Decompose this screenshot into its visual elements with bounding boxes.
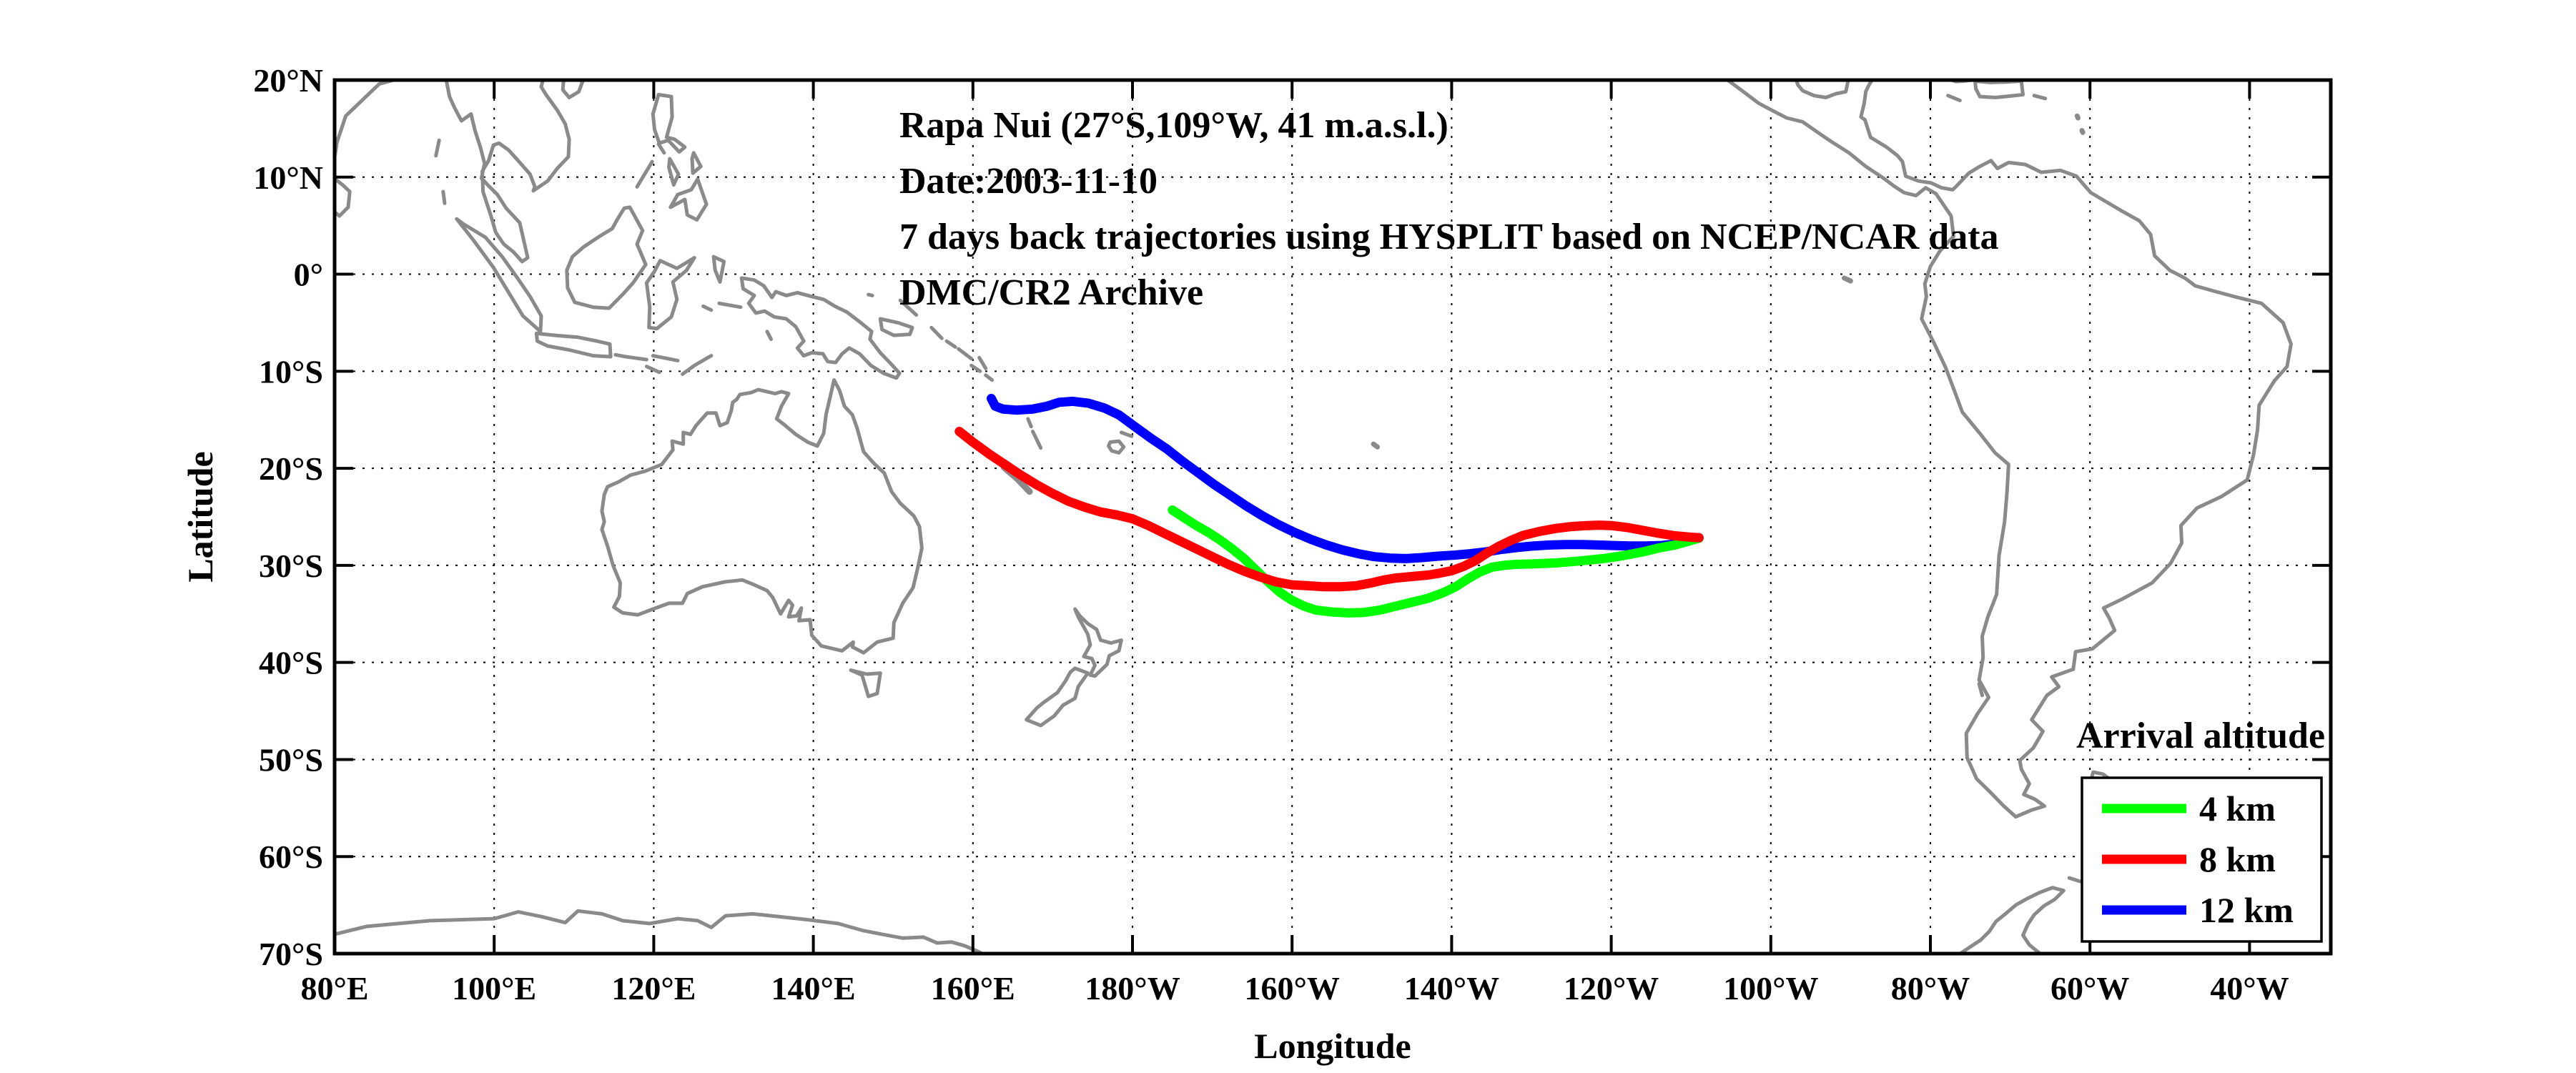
title-line-1: Rapa Nui (27°S,109°W, 41 m.a.s.l.)	[899, 105, 1449, 146]
x-tick-label: 100°W	[1723, 970, 1818, 1007]
coastline-santa-isabel	[957, 347, 974, 361]
x-tick-label: 160°W	[1244, 970, 1339, 1007]
x-tick-label: 140°E	[771, 970, 856, 1007]
coastline-java	[534, 331, 613, 359]
coastline-vanuatu-north	[1026, 417, 1033, 429]
legend: Arrival altitude 4 km 8 km 12 km	[2076, 716, 2325, 943]
y-tick-label: 40°S	[259, 645, 323, 681]
coastline-andaman-1	[434, 138, 441, 158]
y-tick-label: 20°N	[253, 62, 323, 99]
trajectory-4km	[1168, 505, 1704, 618]
y-tick-label: 60°S	[259, 839, 323, 875]
coastline-tasmania	[849, 668, 882, 698]
coastline-sulawesi	[644, 256, 696, 331]
x-tick-label: 120°E	[611, 970, 696, 1007]
coastline-puerto-rico	[2032, 94, 2048, 101]
coastline-guadalcanal	[969, 363, 982, 373]
coastline-sri-lanka	[335, 177, 352, 218]
coastline-malaita	[977, 355, 988, 370]
trajectory-12km	[987, 393, 1704, 563]
coastline-andaman-2	[441, 189, 447, 205]
coastline-bougainville	[929, 325, 944, 340]
trajectory-layer	[954, 393, 1704, 618]
title-line-2: Date:2003-11-10	[899, 161, 1158, 202]
y-tick-label: 30°S	[259, 548, 323, 584]
coastline-galapagos	[1842, 275, 1853, 284]
coastline-borneo	[565, 205, 648, 310]
coastline-choiseul	[944, 339, 957, 349]
coastline-panay-negros	[667, 157, 681, 187]
y-tick-label: 70°S	[259, 936, 323, 972]
x-tick-label: 120°W	[1564, 970, 1659, 1007]
trajectory-8km	[954, 427, 1704, 592]
coastline-americas-coast	[1726, 80, 2293, 819]
x-tick-label: 180°W	[1085, 970, 1180, 1007]
coastline-antarctica-east	[335, 909, 986, 954]
plot-border	[332, 78, 2333, 956]
coastline-aru	[765, 330, 773, 341]
coastline-antarctic-peninsula	[1957, 886, 2066, 954]
coastline-luzon	[651, 92, 687, 154]
coastline-jamaica	[1946, 94, 1962, 102]
coastline-hispaniola	[1973, 80, 2025, 99]
coastline-timor	[681, 354, 714, 376]
coastline-san-cristobal	[984, 373, 995, 382]
x-tick-label: 140°W	[1404, 970, 1499, 1007]
title-line-4: DMC/CR2 Archive	[899, 272, 1203, 313]
legend-title: Arrival altitude	[2076, 716, 2325, 756]
coastline-mindanao	[668, 177, 709, 222]
coastline-flores	[651, 354, 680, 362]
y-tick-label: 0°	[294, 257, 323, 293]
x-tick-label: 80°W	[1891, 970, 1970, 1007]
legend-label-4km: 4 km	[2199, 788, 2276, 829]
x-tick-label: 60°W	[2051, 970, 2129, 1007]
coastline-nz-south-island	[1025, 666, 1090, 728]
coastline-fiji-viti-levu	[1107, 439, 1126, 455]
y-tick-label: 20°S	[259, 450, 323, 487]
y-axis-title: Latitude	[180, 451, 220, 582]
coastline-yucatan-gulf-coast	[1795, 80, 1850, 99]
coastline-buru	[701, 304, 714, 312]
x-axis-title: Longitude	[1254, 1026, 1411, 1066]
x-tick-label: 100°E	[452, 970, 536, 1007]
coastline-se-asia-mainland	[444, 80, 571, 264]
coastline-palawan	[635, 159, 654, 189]
coastline-australia	[600, 378, 924, 655]
x-tick-label: 80°E	[300, 970, 368, 1007]
coastline-fiji-vanua-levu	[1119, 430, 1134, 438]
coastline-bali-lombok	[613, 352, 648, 362]
coastline-chiloe	[1977, 682, 1984, 698]
x-tick-label: 40°W	[2210, 970, 2289, 1007]
coastline-layer	[335, 80, 2293, 954]
coastline-halmahera	[711, 254, 726, 284]
title-block: Rapa Nui (27°S,109°W, 41 m.a.s.l.) Date:…	[899, 105, 1999, 313]
title-line-3: 7 days back trajectories using HYSPLIT b…	[899, 217, 1999, 257]
coastline-new-britain	[878, 317, 914, 337]
coastline-mindoro	[656, 142, 666, 155]
coastline-martinique	[2079, 128, 2086, 135]
coastline-seram	[717, 301, 743, 310]
legend-label-8km: 8 km	[2199, 839, 2276, 879]
tick-label-layer: 80°E 100°E 120°E 140°E 160°E 180°W 160°W 140°W 1…	[253, 62, 2289, 1007]
y-tick-label: 10°N	[253, 159, 323, 196]
coastline-samar	[690, 151, 703, 175]
coastline-guadeloupe	[2074, 113, 2081, 121]
coastline-new-guinea	[739, 276, 902, 380]
y-tick-label: 10°S	[259, 353, 323, 390]
coastline-sumatra	[455, 217, 543, 334]
legend-label-12km: 12 km	[2199, 890, 2294, 930]
coastline-india-east-coast	[335, 80, 396, 157]
coastline-nz-north-island	[1073, 607, 1123, 678]
coastline-sumba	[644, 365, 661, 375]
coastline-vanuatu-south	[1031, 430, 1043, 450]
y-tick-label: 50°S	[259, 741, 323, 778]
axes-frame-layer	[332, 78, 2333, 956]
coastline-tahiti	[1371, 441, 1381, 450]
coastline-new-ireland	[898, 298, 919, 317]
x-tick-label: 160°E	[931, 970, 1015, 1007]
